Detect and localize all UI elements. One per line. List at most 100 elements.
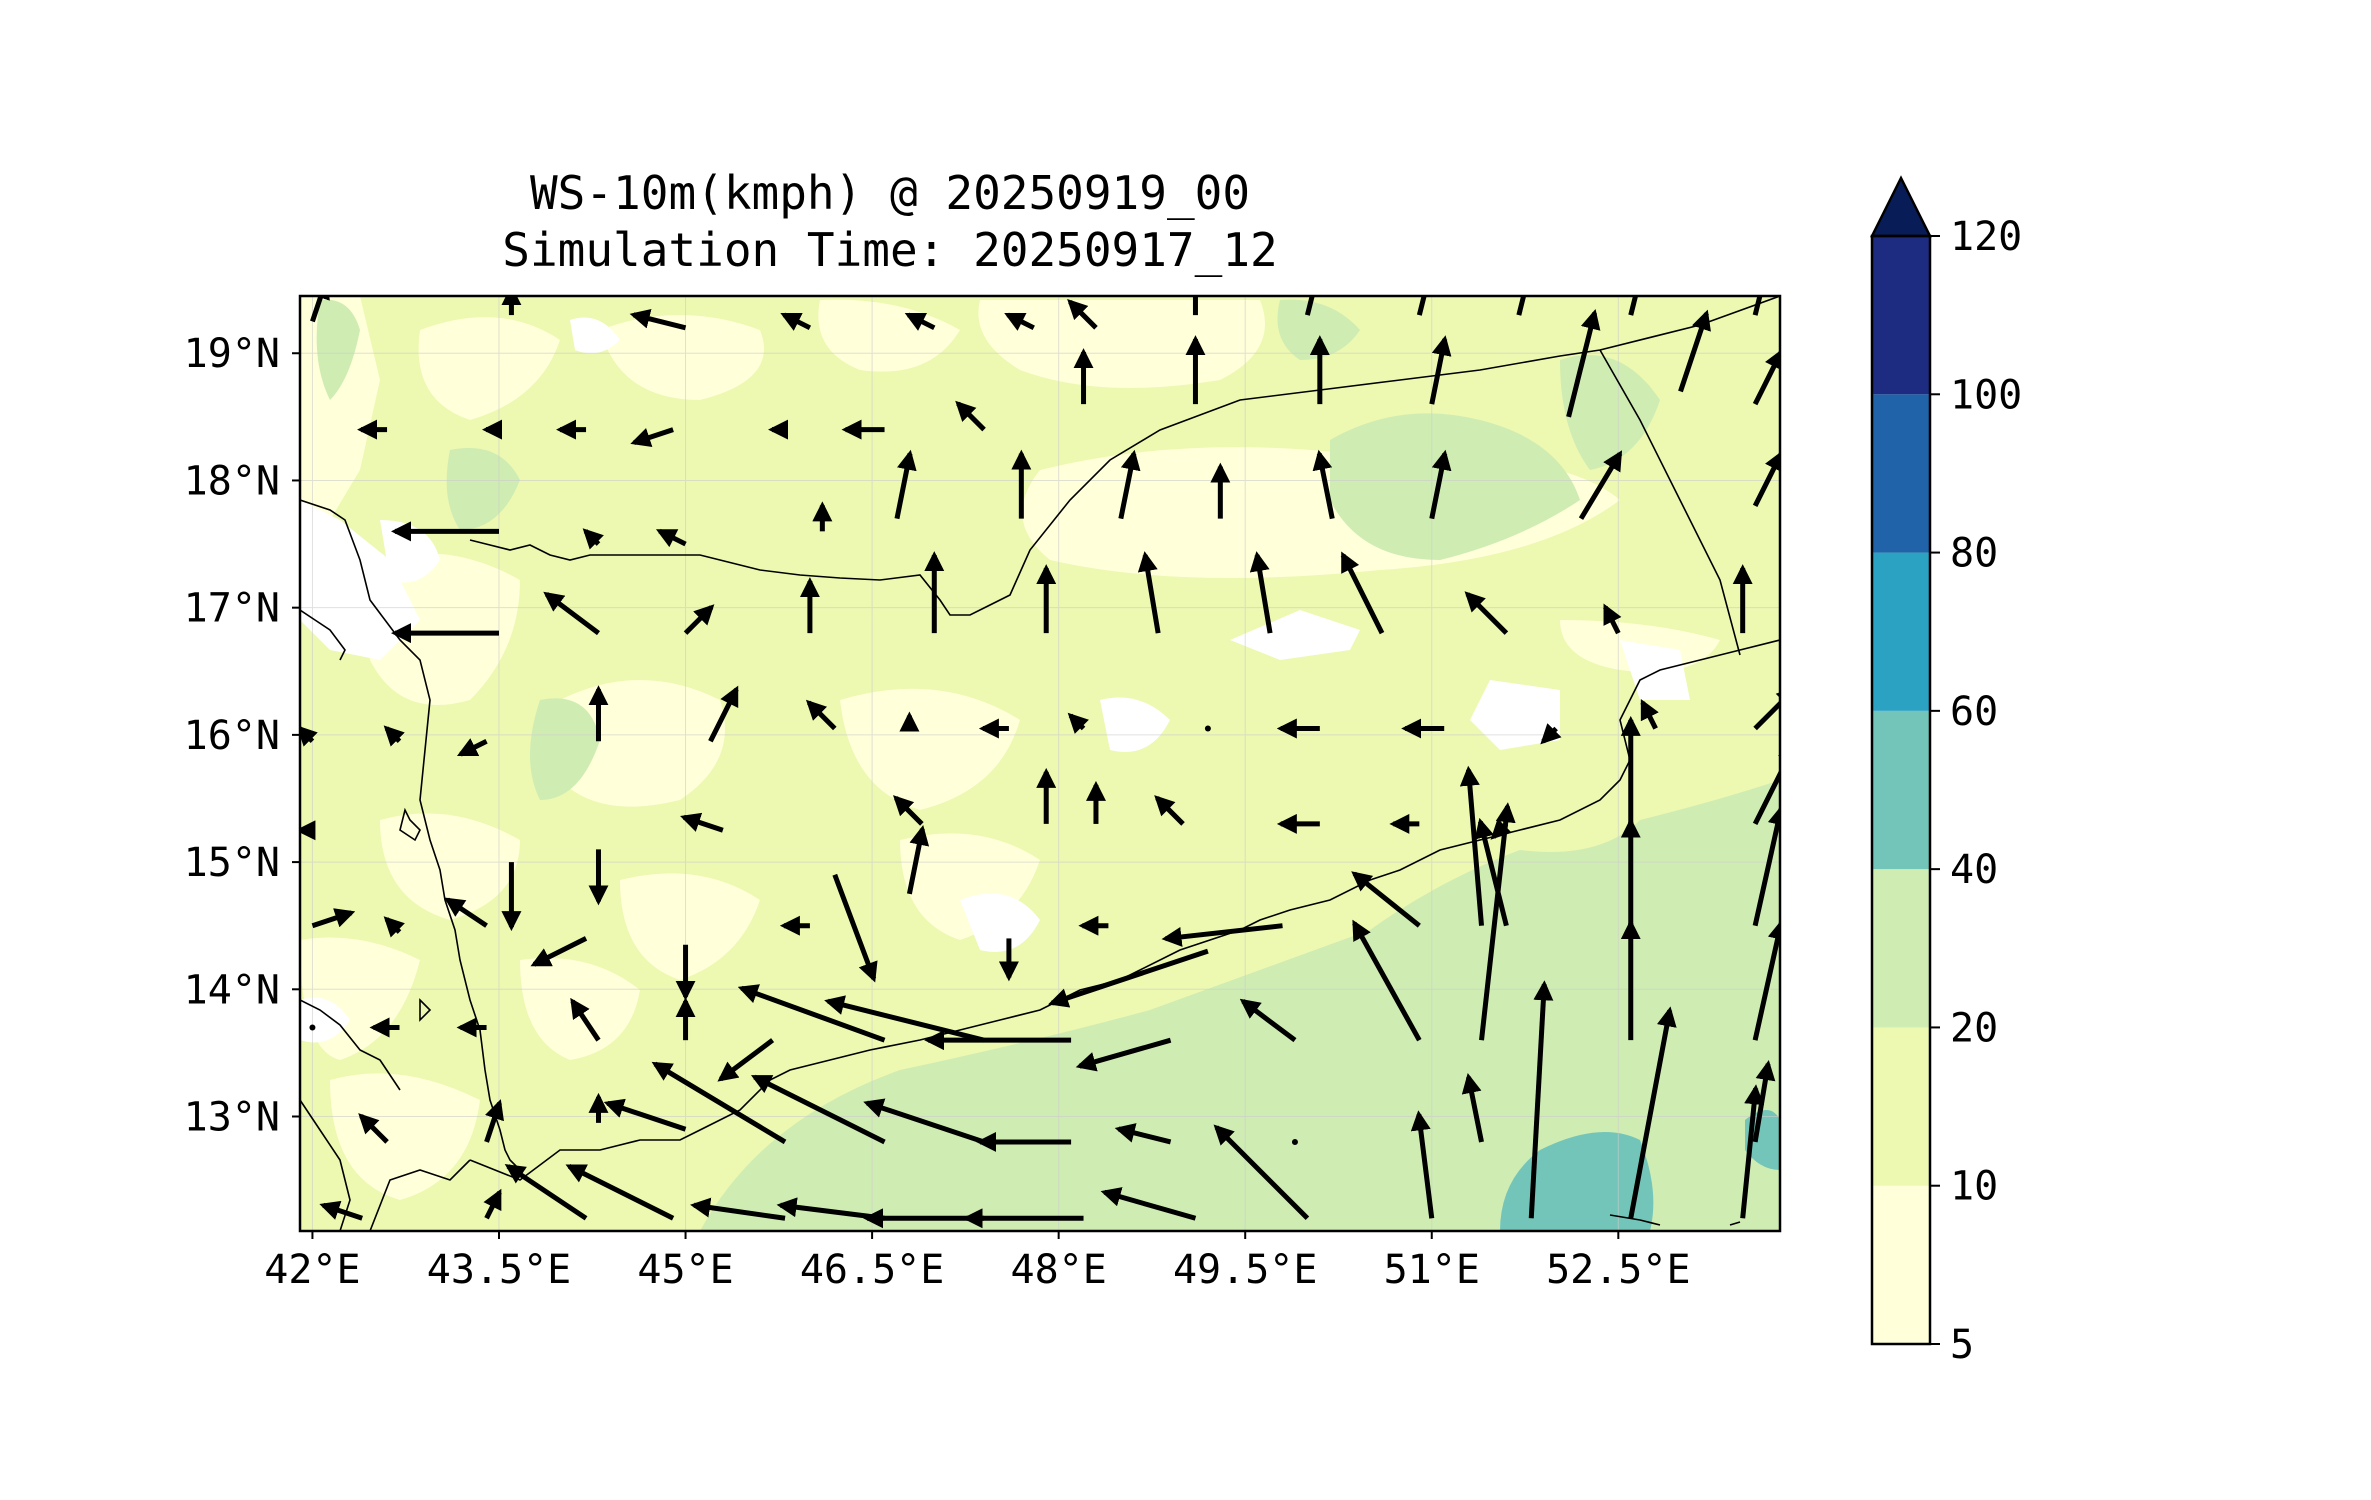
wind-vector xyxy=(300,725,318,747)
x-tick-label: 48°E xyxy=(1010,1247,1106,1293)
x-tick-label: 43.5°E xyxy=(427,1247,572,1293)
wind-vector xyxy=(1740,1084,1765,1219)
wind-vector xyxy=(1118,449,1141,520)
wind-vector xyxy=(383,916,405,938)
x-tick-label: 52.5°E xyxy=(1546,1247,1691,1293)
map-frame xyxy=(298,294,1782,1233)
wind-vector xyxy=(824,995,985,1043)
wind-vector xyxy=(1154,795,1185,826)
wind-vector xyxy=(310,296,330,323)
wind-vector xyxy=(1114,1123,1172,1145)
colorbar-tick-label: 80 xyxy=(1950,531,1998,577)
longitude-axis: 42°E 43.5°E 45°E 46.5°E 48°E 49.5°E 51°E 52.5°E xyxy=(264,1231,1691,1293)
wind-vector xyxy=(708,685,739,743)
x-tick-label: 42°E xyxy=(264,1247,360,1293)
wind-vector xyxy=(1100,1187,1197,1221)
wind-vector xyxy=(955,400,986,432)
wind-vector xyxy=(444,897,488,928)
wind-vector xyxy=(1628,296,1639,316)
wind-vector xyxy=(311,908,356,929)
wind-vector xyxy=(690,1197,786,1221)
wind-vector xyxy=(894,449,917,520)
wind-vector xyxy=(680,812,724,833)
wind-vector xyxy=(1752,348,1780,406)
wind-vector xyxy=(1137,551,1161,634)
y-tick-label: 13°N xyxy=(184,1095,280,1141)
wind-vector xyxy=(1416,296,1427,316)
wind-vector xyxy=(1578,450,1623,520)
wind-vector xyxy=(319,1200,363,1221)
wind-vector xyxy=(904,312,936,331)
wind-vector xyxy=(504,1164,588,1221)
colorbar-frame xyxy=(1870,234,1932,1346)
wind-vector xyxy=(1566,308,1601,418)
wind-vector xyxy=(1004,312,1035,331)
latitude-axis: 13°N 14°N 15°N 16°N 17°N 18°N 19°N xyxy=(184,331,300,1141)
wind-vector xyxy=(1410,1110,1435,1219)
y-tick-label: 15°N xyxy=(184,840,280,886)
colorbar-tick-label: 20 xyxy=(1950,1005,1998,1051)
wind-vector xyxy=(1161,923,1283,947)
wind-vector xyxy=(832,873,878,983)
wind-vector xyxy=(1678,309,1711,393)
wind-vector xyxy=(1640,698,1659,730)
wind-vector xyxy=(383,725,405,747)
x-tick-label: 51°E xyxy=(1384,1247,1480,1293)
colorbar-tick-label: 40 xyxy=(1950,847,1998,893)
colorbar-extend-arrow xyxy=(1869,175,1933,238)
wind-vector xyxy=(1075,1037,1172,1072)
wind-vector xyxy=(565,1164,675,1221)
wind-vector xyxy=(1752,804,1780,927)
colorbar-segment xyxy=(1872,394,1930,553)
wind-vector xyxy=(1474,817,1509,927)
wind-vector xyxy=(630,427,674,447)
wind-vector xyxy=(1464,591,1509,635)
wind-vector xyxy=(1429,449,1452,520)
colorbar-segment xyxy=(1872,236,1930,395)
wind-vector xyxy=(1312,449,1335,520)
y-tick-label: 19°N xyxy=(184,331,280,377)
wind-vector xyxy=(737,984,886,1043)
wind-vector xyxy=(484,1099,504,1143)
colorbar-tick-label: 10 xyxy=(1950,1164,1998,1210)
wind-vector xyxy=(582,528,604,550)
wind-vector xyxy=(1628,1006,1677,1219)
wind-vector xyxy=(651,1061,787,1145)
colorbar-tick-label: 60 xyxy=(1950,689,1998,735)
y-tick-label: 16°N xyxy=(184,713,280,759)
wind-vector xyxy=(1753,686,1780,731)
y-tick-label: 18°N xyxy=(184,458,280,504)
colorbar-tick-label: 100 xyxy=(1950,372,2022,418)
x-tick-label: 46.5°E xyxy=(800,1247,945,1293)
wind-vector xyxy=(1048,948,1209,1008)
wind-vector xyxy=(530,936,588,967)
wind-vector xyxy=(1204,725,1211,732)
wind-vector xyxy=(1752,450,1780,508)
wind-vector xyxy=(893,795,924,826)
wind-vector xyxy=(1213,1124,1310,1221)
wind-vector xyxy=(1249,551,1273,634)
wind-vector xyxy=(1304,296,1315,316)
wind-vector xyxy=(1239,998,1297,1043)
wind-vector xyxy=(1351,871,1421,928)
wind-vector xyxy=(805,699,837,731)
wind-vector xyxy=(906,824,930,895)
wind-vector xyxy=(1291,1138,1298,1145)
wind-vector xyxy=(603,1098,687,1132)
map-title: WS-10m(kmph) @ 20250919_00 xyxy=(529,166,1251,220)
wind-vector xyxy=(780,312,812,331)
wind-vector xyxy=(358,1113,389,1144)
wind-vector xyxy=(863,1098,985,1145)
colorbar-tick-label: 120 xyxy=(1950,214,2022,260)
wind-vector xyxy=(750,1074,886,1145)
fill-40-60-patch xyxy=(1500,1132,1654,1231)
wind-vector xyxy=(1429,335,1452,405)
wind-vector xyxy=(1752,296,1763,316)
wind-vector xyxy=(717,1038,775,1082)
y-tick-label: 14°N xyxy=(184,967,280,1013)
colorbar-segment xyxy=(1872,552,1930,711)
wind-vector xyxy=(1516,296,1527,316)
wind-vector xyxy=(1352,919,1422,1042)
wind-vector xyxy=(543,591,600,636)
colorbar-tick-label: 5 xyxy=(1950,1322,1974,1368)
